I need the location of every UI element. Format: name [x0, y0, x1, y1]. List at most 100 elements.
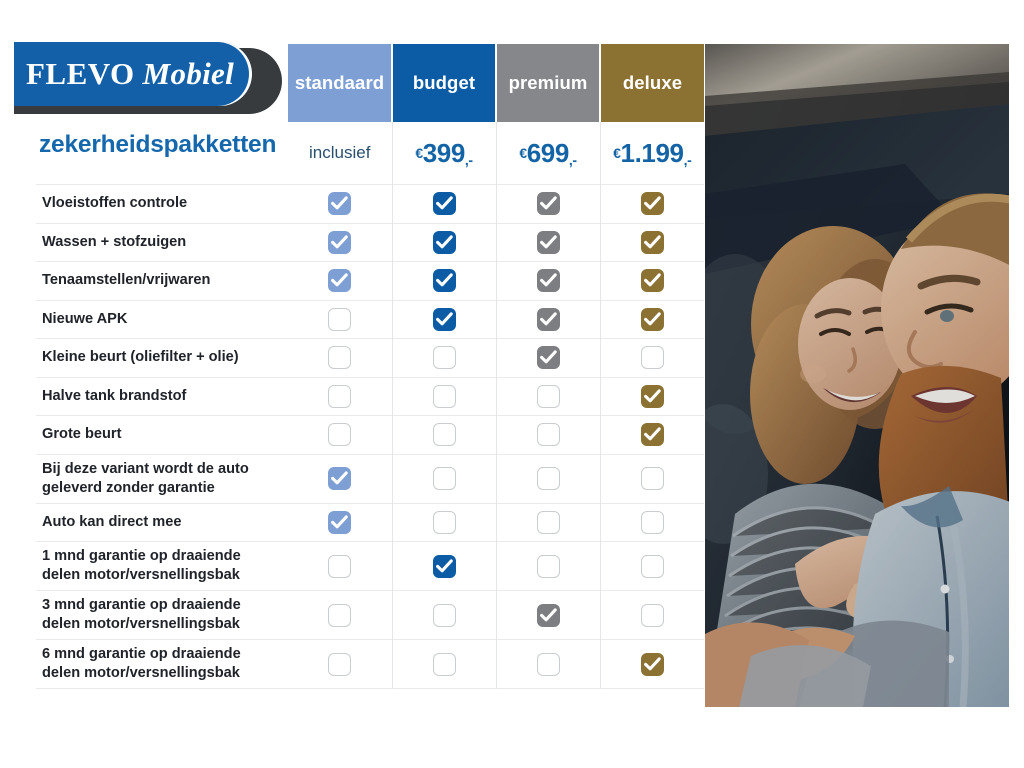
- feature-cell-standaard[interactable]: [288, 376, 393, 416]
- feature-cell-standaard[interactable]: [288, 415, 393, 454]
- feature-cell-budget[interactable]: [392, 261, 497, 300]
- feature-cell-budget[interactable]: [392, 541, 497, 591]
- feature-cell-standaard[interactable]: [288, 222, 393, 262]
- plan-header-standaard[interactable]: standaard: [288, 44, 393, 122]
- feature-cell-budget[interactable]: [392, 590, 497, 640]
- checkbox-unchecked-icon[interactable]: [432, 346, 456, 370]
- checkbox-checked-icon[interactable]: [328, 230, 352, 254]
- plan-header-premium[interactable]: premium: [496, 44, 601, 122]
- feature-cell-budget[interactable]: [392, 184, 497, 223]
- checkbox-checked-icon[interactable]: [640, 384, 664, 408]
- checkbox-unchecked-icon[interactable]: [536, 384, 560, 408]
- checkbox-checked-icon[interactable]: [640, 269, 664, 293]
- feature-cell-deluxe[interactable]: [600, 299, 704, 339]
- checkbox-unchecked-icon[interactable]: [640, 603, 664, 627]
- checkbox-unchecked-icon[interactable]: [536, 652, 560, 676]
- checkbox-checked-icon[interactable]: [536, 307, 560, 331]
- checkbox-unchecked-icon[interactable]: [432, 423, 456, 447]
- checkbox-unchecked-icon[interactable]: [536, 554, 560, 578]
- checkbox-unchecked-icon[interactable]: [328, 652, 352, 676]
- checkbox-unchecked-icon[interactable]: [640, 554, 664, 578]
- checkbox-checked-icon[interactable]: [536, 192, 560, 216]
- checkbox-checked-icon[interactable]: [640, 230, 664, 254]
- checkbox-checked-icon[interactable]: [536, 269, 560, 293]
- checkbox-unchecked-icon[interactable]: [536, 423, 560, 447]
- checkbox-checked-icon[interactable]: [328, 467, 352, 490]
- feature-cell-budget[interactable]: [392, 415, 497, 454]
- brand-logo[interactable]: FLEVO Mobiel: [14, 42, 284, 114]
- feature-cell-premium[interactable]: [496, 261, 601, 300]
- checkbox-unchecked-icon[interactable]: [328, 384, 352, 408]
- feature-cell-standaard[interactable]: [288, 541, 393, 591]
- checkbox-checked-icon[interactable]: [328, 510, 352, 534]
- checkbox-checked-icon[interactable]: [640, 423, 664, 447]
- feature-cell-budget[interactable]: [392, 639, 497, 689]
- checkbox-unchecked-icon[interactable]: [536, 467, 560, 490]
- feature-cell-premium[interactable]: [496, 502, 601, 542]
- checkbox-checked-icon[interactable]: [640, 652, 664, 676]
- checkbox-unchecked-icon[interactable]: [432, 603, 456, 627]
- feature-cell-premium[interactable]: [496, 415, 601, 454]
- feature-cell-deluxe[interactable]: [600, 261, 704, 300]
- feature-cell-budget[interactable]: [392, 502, 497, 542]
- plan-header-budget[interactable]: budget: [392, 44, 497, 122]
- feature-cell-deluxe[interactable]: [600, 453, 704, 503]
- checkbox-checked-icon[interactable]: [640, 307, 664, 331]
- feature-cell-premium[interactable]: [496, 590, 601, 640]
- checkbox-checked-icon[interactable]: [536, 230, 560, 254]
- checkbox-unchecked-icon[interactable]: [432, 384, 456, 408]
- feature-cell-premium[interactable]: [496, 184, 601, 223]
- feature-cell-standaard[interactable]: [288, 184, 393, 223]
- checkbox-checked-icon[interactable]: [432, 307, 456, 331]
- feature-cell-deluxe[interactable]: [600, 338, 704, 377]
- feature-cell-budget[interactable]: [392, 222, 497, 262]
- checkbox-unchecked-icon[interactable]: [328, 346, 352, 370]
- checkbox-checked-icon[interactable]: [640, 192, 664, 216]
- checkbox-unchecked-icon[interactable]: [432, 652, 456, 676]
- feature-cell-standaard[interactable]: [288, 338, 393, 377]
- feature-cell-deluxe[interactable]: [600, 222, 704, 262]
- feature-cell-standaard[interactable]: [288, 261, 393, 300]
- feature-cell-deluxe[interactable]: [600, 184, 704, 223]
- feature-cell-premium[interactable]: [496, 222, 601, 262]
- checkbox-unchecked-icon[interactable]: [328, 423, 352, 447]
- checkbox-unchecked-icon[interactable]: [640, 346, 664, 370]
- feature-cell-budget[interactable]: [392, 376, 497, 416]
- feature-cell-deluxe[interactable]: [600, 639, 704, 689]
- checkbox-checked-icon[interactable]: [432, 230, 456, 254]
- plan-header-deluxe[interactable]: deluxe: [600, 44, 704, 122]
- feature-cell-standaard[interactable]: [288, 590, 393, 640]
- feature-cell-deluxe[interactable]: [600, 502, 704, 542]
- feature-cell-deluxe[interactable]: [600, 415, 704, 454]
- feature-cell-standaard[interactable]: [288, 639, 393, 689]
- checkbox-unchecked-icon[interactable]: [328, 554, 352, 578]
- checkbox-unchecked-icon[interactable]: [536, 510, 560, 534]
- checkbox-unchecked-icon[interactable]: [328, 307, 352, 331]
- checkbox-unchecked-icon[interactable]: [432, 510, 456, 534]
- feature-cell-deluxe[interactable]: [600, 590, 704, 640]
- checkbox-checked-icon[interactable]: [536, 603, 560, 627]
- checkbox-checked-icon[interactable]: [432, 269, 456, 293]
- checkbox-checked-icon[interactable]: [432, 192, 456, 216]
- checkbox-checked-icon[interactable]: [432, 554, 456, 578]
- feature-cell-deluxe[interactable]: [600, 376, 704, 416]
- feature-cell-premium[interactable]: [496, 453, 601, 503]
- feature-cell-premium[interactable]: [496, 376, 601, 416]
- checkbox-unchecked-icon[interactable]: [640, 467, 664, 490]
- feature-cell-budget[interactable]: [392, 299, 497, 339]
- feature-cell-premium[interactable]: [496, 299, 601, 339]
- feature-cell-premium[interactable]: [496, 338, 601, 377]
- feature-cell-deluxe[interactable]: [600, 541, 704, 591]
- checkbox-checked-icon[interactable]: [328, 192, 352, 216]
- checkbox-unchecked-icon[interactable]: [640, 510, 664, 534]
- checkbox-checked-icon[interactable]: [328, 269, 352, 293]
- feature-cell-standaard[interactable]: [288, 453, 393, 503]
- checkbox-unchecked-icon[interactable]: [328, 603, 352, 627]
- checkbox-checked-icon[interactable]: [536, 346, 560, 370]
- feature-cell-standaard[interactable]: [288, 502, 393, 542]
- feature-cell-premium[interactable]: [496, 541, 601, 591]
- feature-cell-premium[interactable]: [496, 639, 601, 689]
- feature-cell-budget[interactable]: [392, 338, 497, 377]
- feature-cell-standaard[interactable]: [288, 299, 393, 339]
- feature-cell-budget[interactable]: [392, 453, 497, 503]
